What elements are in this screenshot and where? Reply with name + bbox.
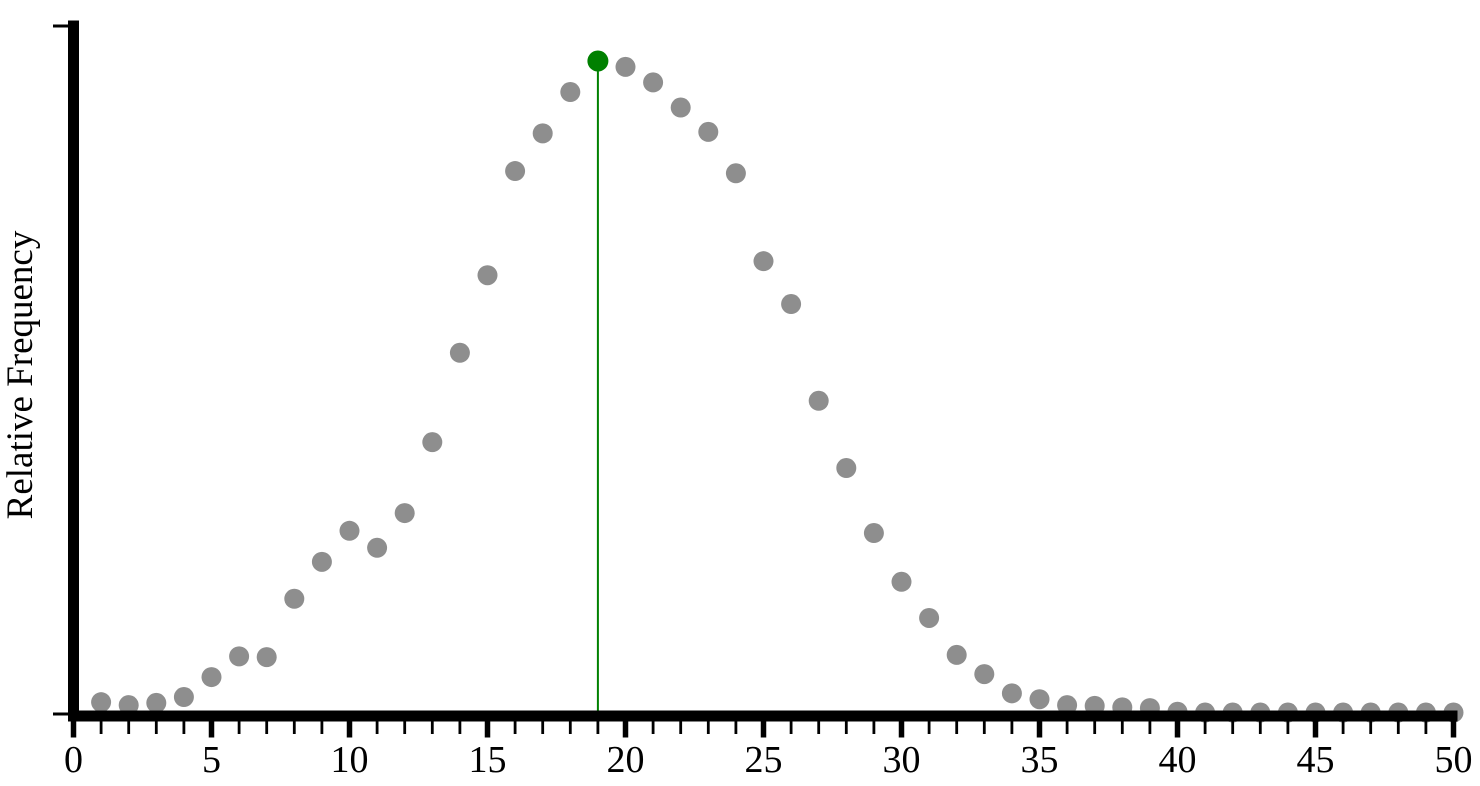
data-point xyxy=(311,551,332,572)
data-point xyxy=(118,695,139,716)
data-point xyxy=(946,644,967,665)
data-point xyxy=(532,123,553,144)
x-tick-label: 20 xyxy=(607,739,645,781)
data-point xyxy=(91,692,112,713)
data-point xyxy=(422,432,443,453)
data-point xyxy=(615,56,636,77)
data-point xyxy=(1001,683,1022,704)
data-point xyxy=(670,97,691,118)
data-point xyxy=(256,647,277,668)
y-axis-label: Relative Frequency xyxy=(0,230,41,519)
data-point xyxy=(725,163,746,184)
data-point xyxy=(505,161,526,182)
data-point xyxy=(201,667,222,688)
x-ticks-layer xyxy=(70,721,1457,738)
data-point xyxy=(367,537,388,558)
data-point xyxy=(394,503,415,524)
data-point xyxy=(836,458,857,479)
x-axis-line xyxy=(68,710,1458,722)
data-point xyxy=(146,692,167,713)
x-tick-label: 30 xyxy=(883,739,921,781)
data-point xyxy=(781,294,802,315)
x-tick-labels-layer: 0 5 10 15 20 25 30 35 40 45 50 xyxy=(64,739,1473,781)
x-tick-label: 45 xyxy=(1297,739,1335,781)
data-point xyxy=(477,265,498,286)
x-tick-label: 50 xyxy=(1435,739,1473,781)
data-point xyxy=(919,607,940,628)
data-point xyxy=(284,588,305,609)
x-tick-label: 0 xyxy=(64,739,83,781)
data-point xyxy=(753,251,774,272)
axes xyxy=(53,20,1458,722)
x-tick-label: 10 xyxy=(331,739,369,781)
data-point xyxy=(560,82,581,103)
data-point xyxy=(974,664,995,685)
x-tick-label: 25 xyxy=(745,739,783,781)
y-axis-line xyxy=(68,20,79,722)
data-point xyxy=(1029,689,1050,710)
data-point xyxy=(173,687,194,708)
data-point xyxy=(698,121,719,142)
x-tick-label: 5 xyxy=(202,739,221,781)
data-point xyxy=(891,571,912,592)
x-tick-label: 15 xyxy=(469,739,507,781)
data-point xyxy=(229,646,250,667)
data-points-layer xyxy=(91,50,1464,723)
data-point xyxy=(808,390,829,411)
data-point xyxy=(339,520,360,541)
x-tick-label: 40 xyxy=(1159,739,1197,781)
data-point xyxy=(449,342,470,363)
data-point xyxy=(1057,695,1078,716)
highlighted-data-point xyxy=(587,50,609,72)
data-point xyxy=(863,523,884,544)
data-point xyxy=(643,72,664,93)
x-tick-label: 35 xyxy=(1021,739,1059,781)
